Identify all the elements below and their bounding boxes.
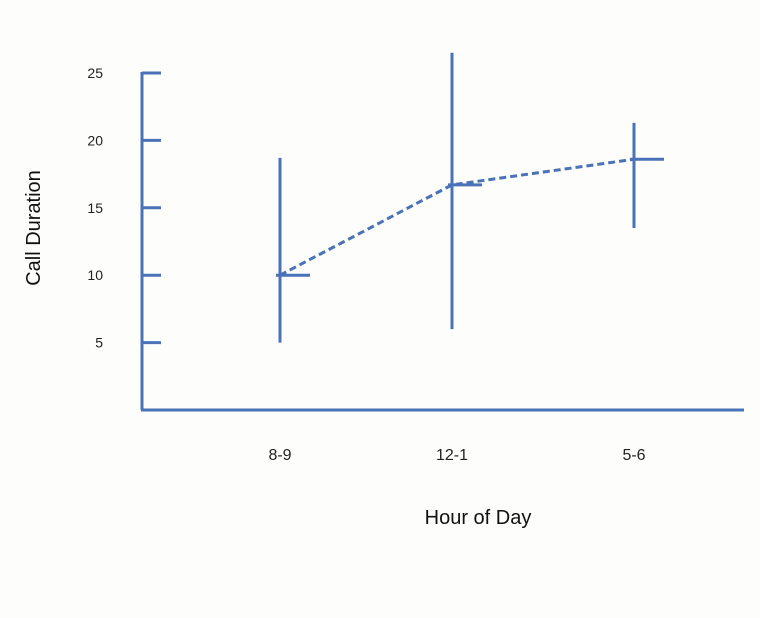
series-line xyxy=(279,157,635,277)
y-tick-label: 20 xyxy=(87,132,103,148)
error-bars xyxy=(276,52,664,343)
axes xyxy=(140,72,744,412)
y-ticks: 5 10 15 20 25 xyxy=(87,65,161,351)
y-tick-label: 15 xyxy=(87,200,103,216)
x-tick-label: 8-9 xyxy=(268,447,291,464)
x-ticks: 8-9 12-1 5-6 xyxy=(268,447,645,464)
y-tick-label: 10 xyxy=(87,267,103,283)
series xyxy=(279,157,635,277)
y-axis-title: Call Duration xyxy=(23,170,45,286)
x-axis-title: Hour of Day xyxy=(425,507,532,529)
y-tick-label: 5 xyxy=(95,335,103,351)
y-tick-label: 25 xyxy=(87,65,103,81)
x-tick-label: 12-1 xyxy=(436,447,468,464)
x-tick-label: 5-6 xyxy=(622,447,645,464)
